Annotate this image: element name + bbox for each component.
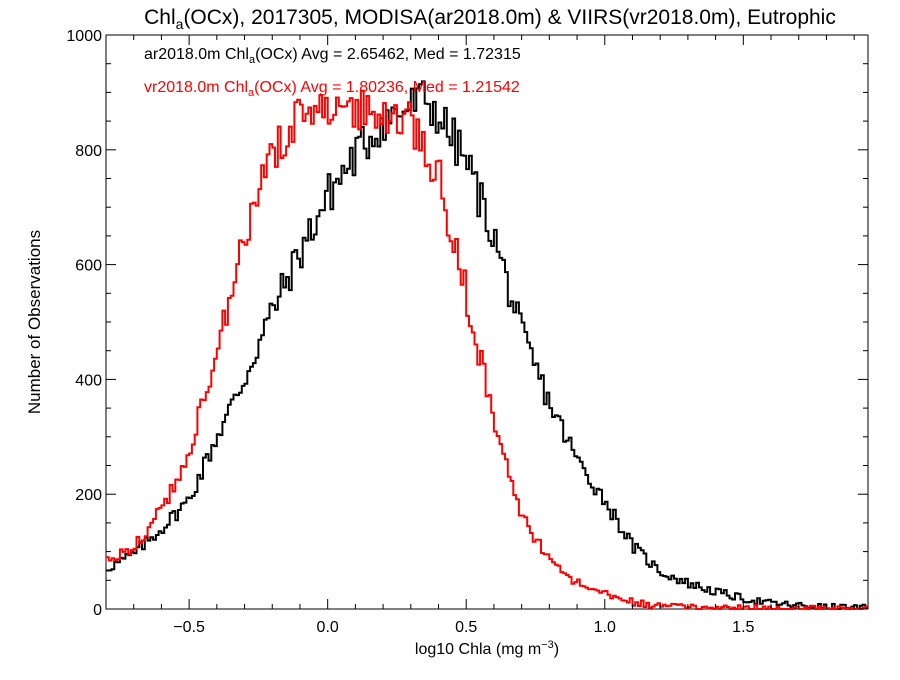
- plot-frame: [105, 34, 869, 610]
- x-tick-label: 0.5: [455, 619, 477, 636]
- x-axis-label-post: ): [554, 641, 559, 658]
- x-axis-label: log10 Chla (mg m−3): [415, 639, 559, 658]
- histogram-series-vr2018-0m: [106, 89, 868, 610]
- x-tick-label: −0.5: [173, 619, 205, 636]
- legend-entry-vr2018: vr2018.0m Chla(OCx) Avg = 1.80236, Med =…: [144, 79, 520, 99]
- histogram-series-ar2018-0m: [106, 80, 868, 610]
- chart-title-sub: a: [176, 16, 184, 32]
- chart-title-post: (OCx), 2017305, MODISA(ar2018.0m) & VIIR…: [183, 6, 835, 29]
- x-axis-label-pre: log10 Chla (mg m: [415, 641, 541, 658]
- legend-entry-ar2018-sub: a: [249, 54, 256, 66]
- x-axis-label-sup: −3: [541, 639, 554, 651]
- y-axis-label: Number of Observations: [25, 230, 44, 414]
- y-tick-label: 200: [75, 487, 102, 504]
- legend-entry-vr2018-pre: vr2018.0m Chl: [144, 79, 248, 96]
- series-layer: [106, 80, 868, 610]
- y-tick-label: 1000: [66, 28, 102, 45]
- chart-title-pre: Chl: [144, 6, 176, 29]
- x-tick-label: 1.5: [732, 619, 754, 636]
- legend-entry-vr2018-sub: a: [248, 87, 255, 99]
- chart-title: Chla(OCx), 2017305, MODISA(ar2018.0m) & …: [144, 6, 836, 32]
- y-tick-label: 600: [75, 258, 102, 275]
- x-tick-label: 1.0: [594, 619, 616, 636]
- y-tick-label: 400: [75, 372, 102, 389]
- x-tick-label: 0.0: [317, 619, 339, 636]
- legend-entry-ar2018: ar2018.0m Chla(OCx) Avg = 2.65462, Med =…: [144, 46, 521, 66]
- y-tick-label: 0: [93, 602, 102, 619]
- legend-entry-ar2018-pre: ar2018.0m Chl: [144, 46, 249, 63]
- legend-entry-ar2018-post: (OCx) Avg = 2.65462, Med = 1.72315: [255, 46, 521, 63]
- axis-layer: −0.5 0.0 0.5 1.0 1.5 0 200 400 600 800 1000: [66, 28, 868, 636]
- y-tick-label: 800: [75, 143, 102, 160]
- legend-entry-vr2018-post: (OCx) Avg = 1.80236, Med = 1.21542: [254, 79, 520, 96]
